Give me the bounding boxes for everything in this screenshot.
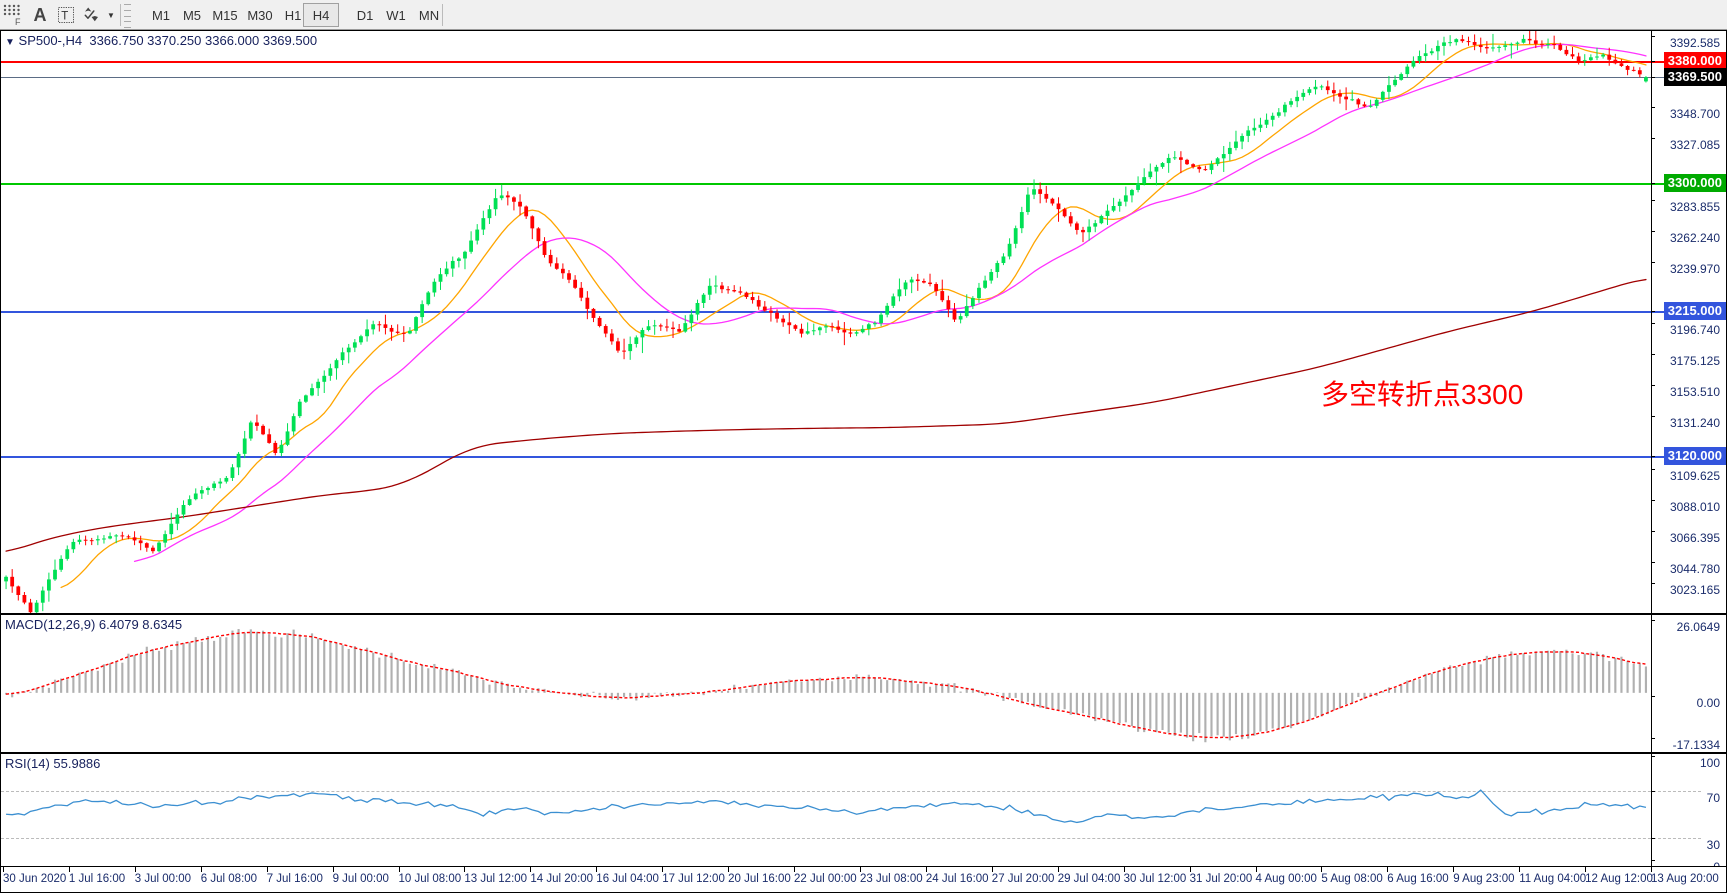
svg-text:T: T [61, 11, 68, 23]
svg-text:F: F [15, 17, 21, 27]
